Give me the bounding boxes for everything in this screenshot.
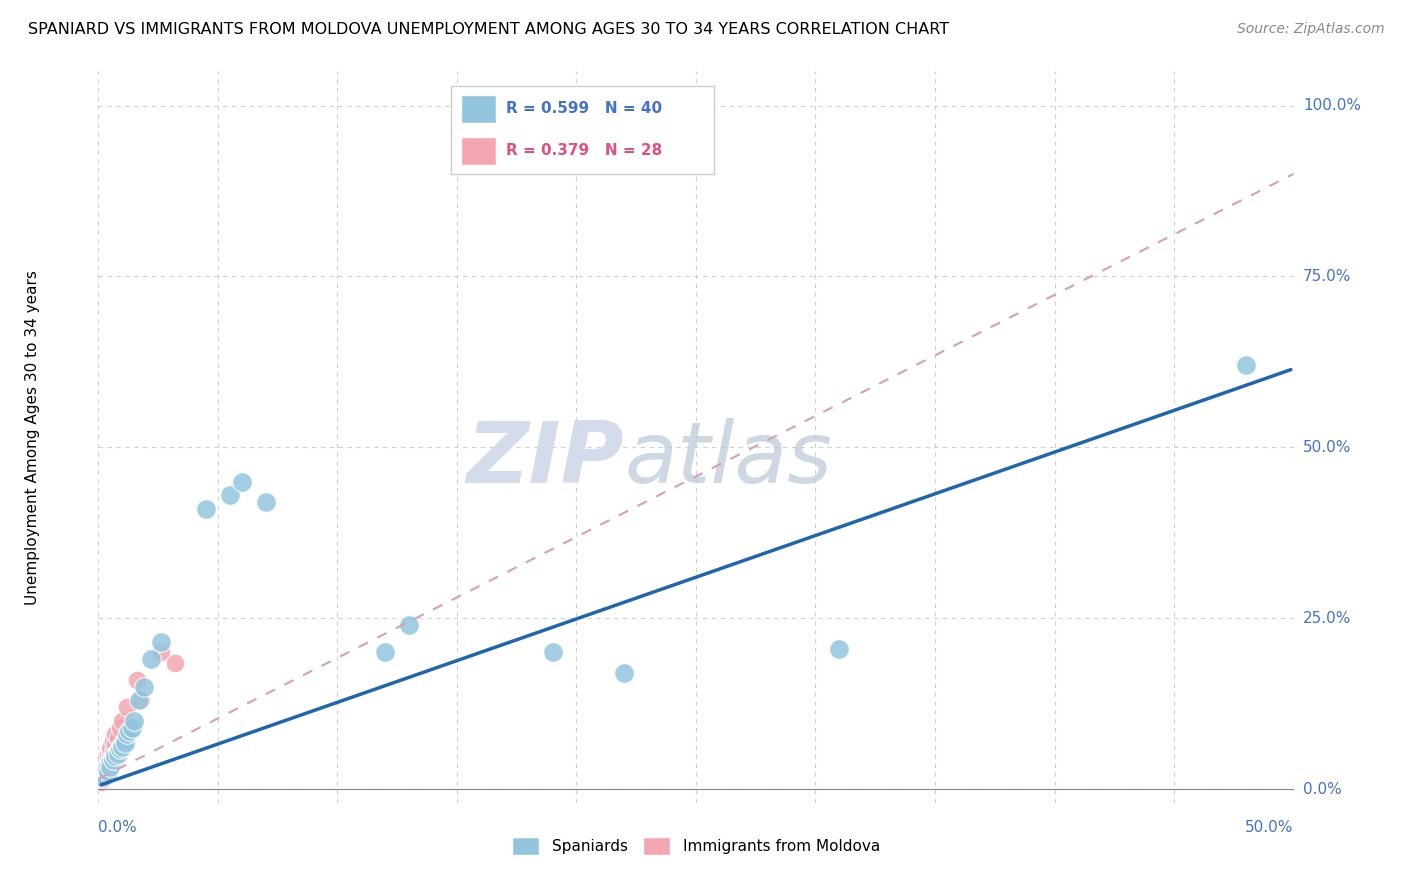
Point bbox=[139, 652, 162, 666]
Point bbox=[195, 501, 218, 516]
Point bbox=[108, 721, 131, 735]
Point bbox=[132, 680, 155, 694]
Text: Source: ZipAtlas.com: Source: ZipAtlas.com bbox=[1237, 22, 1385, 37]
Point bbox=[101, 751, 124, 765]
Point bbox=[98, 756, 122, 771]
Point bbox=[254, 495, 277, 509]
Point bbox=[94, 763, 117, 777]
Point bbox=[91, 768, 114, 782]
Point bbox=[104, 747, 127, 762]
Point bbox=[107, 745, 129, 759]
Point bbox=[114, 734, 136, 748]
Text: ZIP: ZIP bbox=[467, 417, 624, 500]
Point bbox=[149, 645, 172, 659]
Point bbox=[1234, 359, 1257, 373]
Point bbox=[91, 772, 114, 786]
Text: 25.0%: 25.0% bbox=[1303, 611, 1351, 625]
Point bbox=[613, 665, 636, 680]
Point bbox=[111, 738, 134, 752]
Text: Unemployment Among Ages 30 to 34 years: Unemployment Among Ages 30 to 34 years bbox=[25, 269, 41, 605]
Point bbox=[94, 751, 117, 765]
Point bbox=[98, 760, 122, 774]
Point bbox=[118, 724, 141, 739]
Text: SPANIARD VS IMMIGRANTS FROM MOLDOVA UNEMPLOYMENT AMONG AGES 30 TO 34 YEARS CORRE: SPANIARD VS IMMIGRANTS FROM MOLDOVA UNEM… bbox=[28, 22, 949, 37]
Point bbox=[398, 618, 420, 632]
Point bbox=[111, 714, 134, 728]
Point bbox=[115, 700, 138, 714]
Point bbox=[163, 656, 186, 670]
Point bbox=[104, 727, 127, 741]
Point bbox=[149, 635, 172, 649]
Point bbox=[125, 673, 148, 687]
Point bbox=[104, 738, 127, 752]
Point bbox=[91, 770, 114, 784]
Text: 75.0%: 75.0% bbox=[1303, 268, 1351, 284]
Point bbox=[107, 731, 129, 745]
Point bbox=[121, 721, 143, 735]
Text: 50.0%: 50.0% bbox=[1246, 820, 1294, 835]
Point bbox=[91, 767, 114, 781]
Point bbox=[90, 775, 112, 789]
Point bbox=[231, 475, 253, 489]
Point bbox=[98, 747, 122, 762]
Point bbox=[374, 645, 396, 659]
Point bbox=[94, 765, 117, 780]
Point bbox=[97, 755, 120, 769]
Point bbox=[101, 745, 124, 759]
Point bbox=[94, 762, 117, 776]
Text: 50.0%: 50.0% bbox=[1303, 440, 1351, 455]
Point bbox=[219, 488, 242, 502]
Point bbox=[98, 755, 122, 769]
Legend: Spaniards, Immigrants from Moldova: Spaniards, Immigrants from Moldova bbox=[506, 831, 886, 861]
Point bbox=[94, 755, 117, 769]
Text: 0.0%: 0.0% bbox=[1303, 781, 1341, 797]
Point bbox=[98, 741, 122, 756]
Text: 100.0%: 100.0% bbox=[1303, 98, 1361, 113]
Point bbox=[90, 768, 112, 782]
Point bbox=[91, 765, 114, 780]
Point bbox=[115, 727, 138, 741]
Point bbox=[101, 734, 124, 748]
Text: atlas: atlas bbox=[624, 417, 832, 500]
Point bbox=[91, 762, 114, 776]
Point bbox=[94, 762, 117, 776]
Point bbox=[97, 765, 120, 780]
Point bbox=[108, 742, 131, 756]
Point bbox=[94, 758, 117, 772]
Point bbox=[101, 753, 124, 767]
Point bbox=[97, 747, 120, 762]
Point bbox=[108, 741, 131, 756]
Text: 0.0%: 0.0% bbox=[98, 820, 138, 835]
Point bbox=[124, 714, 146, 728]
Point bbox=[828, 642, 851, 657]
Point bbox=[128, 693, 150, 707]
Point bbox=[114, 736, 136, 750]
Point bbox=[90, 768, 112, 782]
Point bbox=[111, 739, 134, 754]
Point bbox=[131, 693, 153, 707]
Point bbox=[541, 645, 564, 659]
Point bbox=[107, 747, 129, 761]
Point bbox=[97, 758, 120, 772]
Point bbox=[90, 772, 112, 786]
Point bbox=[104, 749, 127, 764]
